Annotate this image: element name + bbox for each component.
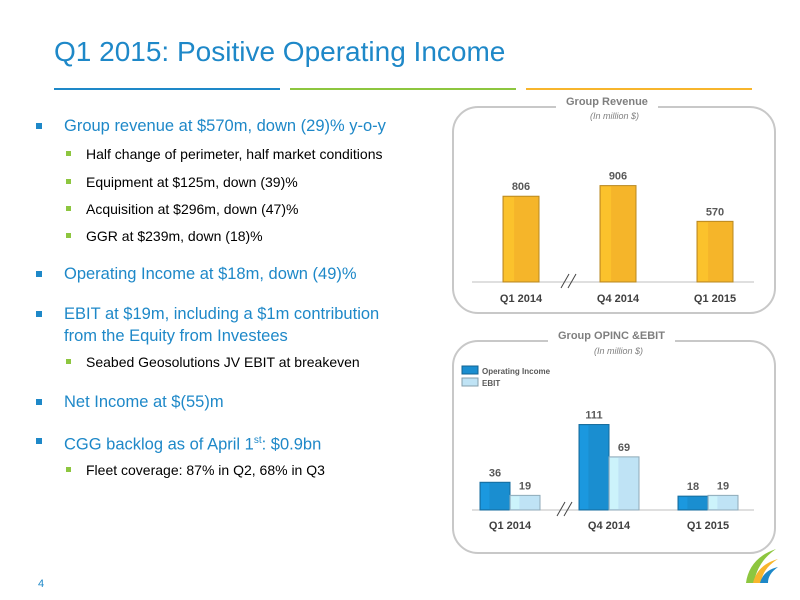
opinc-tick-label-2: Q1 2015 <box>687 520 729 532</box>
legend-swatch-1 <box>461 377 479 387</box>
revenue-tick-label-2: Q1 2015 <box>694 293 736 305</box>
sub-bullet-perimeter: Half change of perimeter, half market co… <box>86 146 383 162</box>
opinc-chart-panel <box>452 340 776 554</box>
sub-bullet-fleet: Fleet coverage: 87% in Q2, 68% in Q3 <box>86 462 325 478</box>
ebit-bar-0-highlight <box>511 496 520 509</box>
ebit-bar-1-highlight <box>610 457 619 509</box>
opinc-value-label-0: 36 <box>489 467 501 479</box>
opinc-bar-1-highlight <box>580 425 589 509</box>
page-number: 4 <box>38 578 45 590</box>
opinc-axis-break-b <box>563 501 573 517</box>
company-logo-icon <box>746 549 778 583</box>
opinc-bar-2-highlight <box>679 497 688 509</box>
sub-bullet-seabed: Seabed Geosolutions JV EBIT at breakeven <box>86 354 360 370</box>
sub-bullet-marker <box>66 233 71 238</box>
title-rule-green <box>290 88 516 90</box>
title-rule-blue <box>54 88 280 90</box>
bullet-net-income: Net Income at $(55)m <box>64 393 224 411</box>
legend-label-0: Operating Income <box>482 367 551 376</box>
ebit-value-label-0: 19 <box>519 480 531 492</box>
bullet-marker <box>36 438 42 444</box>
revenue-tick-label-0: Q1 2014 <box>500 293 543 305</box>
title-rule-orange <box>526 88 752 90</box>
revenue-value-label-0: 806 <box>512 181 530 193</box>
legend-label-1: EBIT <box>482 379 500 388</box>
revenue-bar-0-highlight <box>504 197 515 281</box>
revenue-bar-1-highlight <box>601 186 612 281</box>
ebit-value-label-2: 19 <box>717 480 729 492</box>
backlog-superscript: st <box>253 435 262 446</box>
sub-bullet-marker <box>66 359 71 364</box>
bullet-marker <box>36 311 42 317</box>
bullet-marker <box>36 123 42 129</box>
sub-bullet-equipment: Equipment at $125m, down (39)% <box>86 174 298 190</box>
opinc-chart-title: Group OPINC &EBIT <box>548 330 675 342</box>
bullet-ebit: EBIT at $19m, including a $1m contributi… <box>64 305 380 323</box>
opinc-chart-subtitle: (In million $) <box>594 346 644 356</box>
revenue-tick-label-1: Q4 2014 <box>597 293 640 305</box>
opinc-axis-break-a <box>556 501 566 517</box>
bullet-ebit-continued: from the Equity from Investees <box>64 327 288 345</box>
opinc-value-label-2: 18 <box>687 481 699 493</box>
revenue-chart: 806 Q1 2014 906 Q4 2014 570 Q1 2015 <box>472 171 754 305</box>
sub-bullet-ggr: GGR at $239m, down (18)% <box>86 228 263 244</box>
bullet-backlog: CGG backlog as of April 1st: $0.9bn <box>64 431 321 455</box>
sub-bullet-marker <box>66 467 71 472</box>
sub-bullet-marker <box>66 151 71 156</box>
opinc-tick-label-1: Q4 2014 <box>588 520 631 532</box>
backlog-value: : $0.9bn <box>261 435 322 454</box>
revenue-chart-title: Group Revenue <box>556 96 658 108</box>
slide-title: Q1 2015: Positive Operating Income <box>54 36 506 67</box>
bullet-marker <box>36 399 42 405</box>
opinc-tick-label-0: Q1 2014 <box>489 520 532 532</box>
revenue-value-label-2: 570 <box>706 206 724 218</box>
legend-swatch-0 <box>461 365 479 375</box>
revenue-value-label-1: 906 <box>609 171 627 183</box>
bullet-operating-income: Operating Income at $18m, down (49)% <box>64 265 357 283</box>
revenue-bar-2-highlight <box>698 222 709 281</box>
ebit-value-label-1: 69 <box>618 442 630 454</box>
revenue-axis-break-a <box>560 273 570 289</box>
revenue-axis-break-b <box>567 273 577 289</box>
sub-bullet-marker <box>66 179 71 184</box>
opinc-bar-0-highlight <box>481 483 490 509</box>
opinc-value-label-1: 111 <box>585 410 602 422</box>
opinc-chart: 36 19 Q1 2014 111 69 Q4 2014 18 19 Q1 2015 Operat… <box>461 365 754 532</box>
revenue-chart-subtitle: (In million $) <box>590 111 640 121</box>
ebit-bar-2-highlight <box>709 496 718 509</box>
bullet-revenue: Group revenue at $570m, down (29)% y-o-y <box>64 117 386 135</box>
bullet-marker <box>36 271 42 277</box>
backlog-text: CGG backlog as of April 1 <box>64 435 254 454</box>
sub-bullet-acquisition: Acquisition at $296m, down (47)% <box>86 201 299 217</box>
sub-bullet-marker <box>66 206 71 211</box>
